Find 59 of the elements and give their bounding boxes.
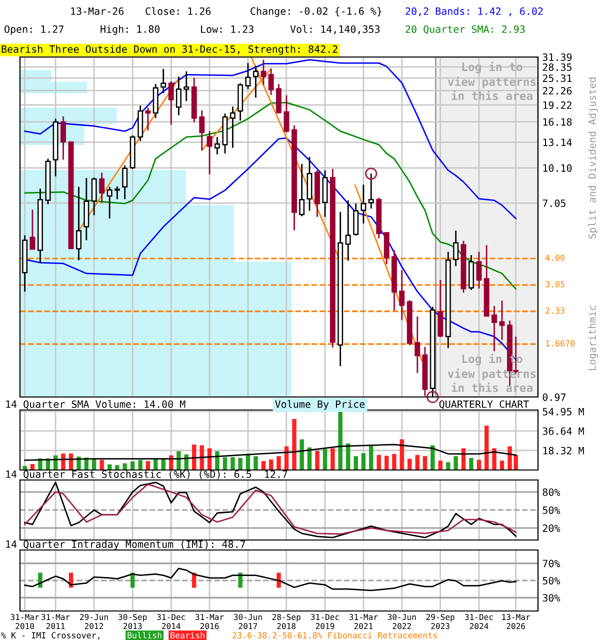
- x-tick-label: 29-Jun 2012: [80, 614, 108, 630]
- y-tick-label: 30%: [542, 594, 560, 602]
- y-tick-label: 16.18: [543, 118, 572, 126]
- ref-line-label: 2.33: [546, 307, 564, 314]
- text: Logarithmic: [588, 306, 598, 370]
- y-tick-label: 70%: [542, 560, 560, 568]
- y-tick-label: 50%: [542, 506, 560, 514]
- ref-line-label: 3.05: [546, 281, 564, 288]
- x-tick-label: 13-Mar 2026: [502, 614, 530, 630]
- x-tick-label: 31-Mar 2010: [10, 614, 40, 630]
- text: QUARTERLY CHART: [439, 400, 529, 410]
- y-tick-label: 10.10: [543, 164, 572, 172]
- text: Volume By Price: [275, 400, 365, 410]
- x-tick-label: 29-Sep 2023: [426, 614, 454, 630]
- ref-line-label: 1.6670: [546, 340, 575, 346]
- x-tick-label: 28-Sep 2018: [272, 614, 300, 630]
- x-tick-label: 30-Sep 2013: [118, 614, 147, 630]
- text: Bullish: [128, 632, 162, 638]
- text: Low: 1.23: [201, 25, 254, 33]
- text: High: 1.80: [100, 25, 160, 35]
- text: 20 Quarter SMA: 2.93: [406, 25, 525, 34]
- text: Bearish: [170, 632, 204, 638]
- y-tick-label: 18.32 M: [543, 446, 584, 454]
- x-tick-label: 31-Dec 2019: [311, 614, 339, 630]
- x-tick-label: 31-Dec 2024: [464, 614, 493, 630]
- x-tick-label: 31-Mar 2011: [42, 614, 70, 630]
- x-tick-label: 31-Mar 2021: [349, 614, 378, 630]
- x-tick-label: 30-Jun 2017: [234, 614, 262, 630]
- text: 20,2 Bands: 1.42 , 6.02: [406, 7, 543, 16]
- x-tick-label: 31-Dec 2014: [157, 614, 185, 630]
- chart-title: Bearish Three Outside Down on 31-Dec-15, Strength: 842.2: [2, 45, 338, 55]
- y-tick-label: 7.05: [542, 199, 566, 208]
- text: Open: 1.27: [4, 25, 64, 35]
- chart-title: 14 Quarter Fast Stochastic (%K) (%D): 6.5 12.7: [6, 470, 288, 480]
- y-tick-label: 28.35: [542, 63, 572, 71]
- x-tick-label: 31-Mar 2016: [196, 614, 224, 630]
- y-tick-label: 0.97: [542, 393, 566, 401]
- text: % K - IMI Crossover,: [1, 632, 100, 640]
- text: Close: 1.26: [146, 7, 211, 15]
- text: Vol: 14,140,353: [290, 25, 380, 34]
- y-tick-label: 13.14: [543, 138, 572, 146]
- chart-title: 14 Quarter Intraday Momentum (IMI): 48.7: [6, 540, 246, 550]
- y-tick-label: 36.64 M: [542, 427, 584, 435]
- y-tick-label: 80%: [542, 488, 560, 496]
- y-tick-label: 22.26: [542, 87, 572, 95]
- annotation: Log in to view patterns in this area: [448, 62, 536, 100]
- y-tick-label: 19.22: [543, 101, 572, 109]
- x-tick-label: 30-Jun 2022: [388, 614, 416, 630]
- y-axis-title: Split and Dividend Adjusted: [588, 78, 598, 239]
- text: Change: -0.02 {-1.6 %}: [250, 7, 382, 17]
- text: 23.6-38.2-50-61.8% Fibonacci Retracements: [232, 632, 437, 638]
- y-tick-label: 31.39: [542, 53, 572, 61]
- y-tick-label: 20%: [542, 524, 560, 532]
- y-tick-label: 50%: [542, 576, 560, 584]
- y-tick-label: 25.31: [542, 74, 572, 82]
- ref-line-label: 4.00: [545, 254, 565, 261]
- y-tick-label: 54.95 M: [542, 408, 584, 416]
- chart-title: 14 Quarter SMA Volume: 14.00 M: [6, 400, 186, 410]
- text: 13-Mar-26: [71, 7, 124, 15]
